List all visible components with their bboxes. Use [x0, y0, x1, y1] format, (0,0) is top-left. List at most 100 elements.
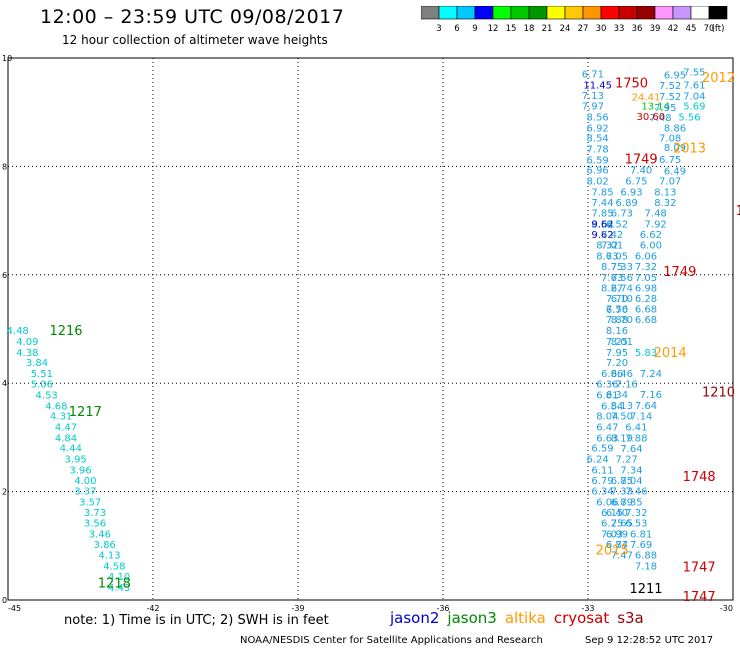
x-tick-label: -30 — [720, 604, 733, 613]
wave-height-label: 4.53 — [36, 391, 58, 402]
pass-time-label: 1217 — [69, 405, 102, 420]
colorbar-label: 12 — [488, 24, 499, 34]
pass-time-label: 1210 — [702, 385, 735, 400]
wave-height-label: 7.03 — [601, 529, 623, 540]
wave-height-label: 5.83 — [635, 348, 657, 359]
pass-time-label: 1216 — [49, 324, 82, 339]
satellite-legend-item: jason2 — [390, 609, 440, 627]
pass-time-label: 1750 — [615, 76, 648, 91]
colorbar-label: (ft) — [712, 24, 725, 34]
y-tick-label: 6 — [2, 271, 7, 280]
wave-height-label: 3.95 — [65, 455, 87, 466]
colorbar-label: 24 — [560, 24, 571, 34]
wave-height-label: 6.68 — [635, 304, 657, 315]
wave-height-label: 6.75 — [625, 176, 647, 187]
wave-height-label: 6.81 — [596, 391, 618, 402]
satellite-legend-item: jason3 — [447, 609, 497, 627]
wave-height-label: 7.04 — [620, 476, 642, 487]
wave-height-label: 8.54 — [591, 219, 613, 230]
wave-height-label: 7.85 — [591, 187, 613, 198]
wave-height-label: 7.34 — [620, 465, 642, 476]
pass-time-label: 1747 — [683, 560, 716, 575]
wave-height-label: 4.38 — [16, 348, 38, 359]
wave-height-label: 5.51 — [31, 369, 53, 380]
wave-height-label: 6.10 — [611, 294, 633, 305]
wave-height-label: 7.18 — [635, 561, 657, 572]
colorbar-label: 36 — [632, 24, 643, 34]
wave-height-label: 7.40 — [630, 166, 652, 177]
wave-height-label: 6.52 — [606, 219, 628, 230]
wave-height-label: 7.48 — [649, 113, 671, 124]
wave-height-label: 7.92 — [645, 219, 667, 230]
pass-time-label: 2012 — [702, 71, 735, 86]
color-scale-bar: 3 6 9 12 15 18 21 24 27 30 33 36 39 42 45 70(ft) — [421, 6, 728, 34]
wave-height-label: 7.24 — [640, 369, 662, 380]
wave-height-label: 6.93 — [620, 187, 642, 198]
wave-height-label: 7.16 — [616, 380, 638, 391]
wave-height-label: 8.16 — [606, 326, 628, 337]
wave-height-label: 7.52 — [659, 81, 681, 92]
colorbar-label: 18 — [524, 24, 535, 34]
pass-time-label: 1211 — [629, 582, 662, 597]
wave-height-label: 8.86 — [664, 123, 686, 134]
wave-height-label: 5.56 — [678, 113, 700, 124]
wave-height-label: 6.47 — [596, 423, 618, 434]
wave-height-label: 13.14 — [641, 102, 670, 113]
wave-height-label: 3.96 — [69, 465, 91, 476]
colorbar-label: 70 — [704, 24, 715, 34]
wave-height-label: 8.01 — [611, 337, 633, 348]
footer-note: note: 1) Time is in UTC; 2) SWH is in fe… — [64, 613, 329, 628]
wave-height-label: 4.43 — [108, 583, 130, 594]
wave-height-label: 7.50 — [611, 412, 633, 423]
wave-height-label: 9.62 — [591, 230, 613, 241]
wave-height-label: 7.42 — [601, 230, 623, 241]
wave-height-label: 6.06 — [596, 497, 618, 508]
wave-height-label: 6.71 — [582, 70, 604, 81]
wave-height-label: 4.44 — [60, 444, 82, 455]
y-tick-label: 10 — [2, 54, 12, 63]
wave-height-label: 6.81 — [630, 529, 652, 540]
wave-height-label: 6.24 — [587, 455, 609, 466]
pass-time-label: 2015 — [596, 544, 629, 559]
wave-height-label: 7.13 — [582, 91, 604, 102]
wave-height-label: 4.13 — [98, 550, 120, 561]
wave-height-label: 7.47 — [611, 550, 633, 561]
wave-height-label: 4.48 — [7, 326, 29, 337]
wave-height-label: 7.88 — [625, 433, 647, 444]
pass-time-label: 2014 — [654, 346, 687, 361]
wave-height-label: 7.88 — [606, 315, 628, 326]
wave-height-label: 7.63 — [601, 273, 623, 284]
x-tick-label: -33 — [581, 604, 594, 613]
wave-height-label: 8.13 — [654, 187, 676, 198]
colorbar-label: 15 — [506, 24, 517, 34]
wave-height-label: 7.95 — [606, 348, 628, 359]
wave-height-label: 6.59 — [591, 444, 613, 455]
wave-height-label: 4.84 — [55, 433, 77, 444]
wave-height-label: 7.14 — [630, 412, 652, 423]
wave-height-label: 6.85 — [611, 476, 633, 487]
wave-height-label: 4.47 — [55, 423, 77, 434]
wave-height-label: 7.48 — [645, 208, 667, 219]
wave-height-label: 7.44 — [591, 198, 613, 209]
wave-height-label: 8.27 — [601, 283, 623, 294]
wave-height-label: 4.68 — [45, 401, 67, 412]
wave-height-label: 8.32 — [596, 240, 618, 251]
colorbar-label: 39 — [650, 24, 661, 34]
wave-height-label: 7.33 — [611, 262, 633, 273]
wave-height-label: 6.95 — [664, 70, 686, 81]
y-tick-label: 8 — [2, 162, 7, 171]
wave-height-label: 6.06 — [635, 251, 657, 262]
wave-height-label: 6.74 — [611, 283, 633, 294]
wave-height-label: 6.74 — [606, 540, 628, 551]
pass-time-label: 2013 — [673, 141, 706, 156]
footer-timestamp: Sep 9 12:28:52 UTC 2017 — [585, 635, 714, 646]
wave-height-label: 6.34 — [606, 390, 628, 401]
wave-height-label: 6.75 — [659, 155, 681, 166]
wave-height-label: 3.46 — [89, 529, 111, 540]
wave-height-label: 7.32 — [635, 262, 657, 273]
colorbar-swatch — [708, 6, 728, 20]
colorbar-label: 30 — [596, 24, 607, 34]
colorbar-label: 6 — [454, 24, 459, 34]
wave-height-label: 9.62 — [591, 219, 613, 230]
